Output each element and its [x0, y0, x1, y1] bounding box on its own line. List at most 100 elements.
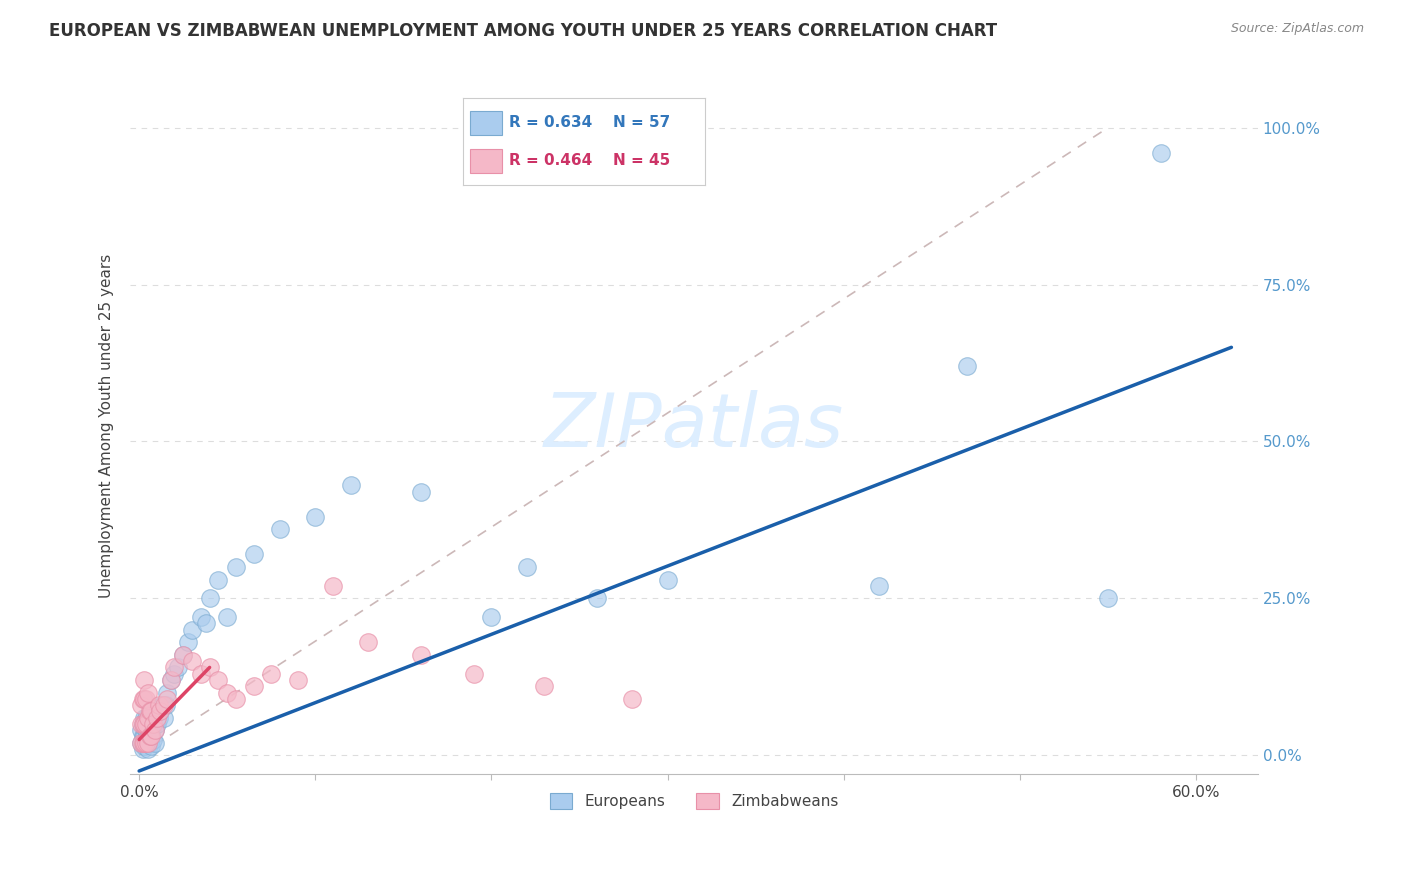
Point	[409, 484, 432, 499]
Point	[148, 698, 170, 712]
Point	[131, 730, 153, 744]
Point	[136, 685, 159, 699]
Point	[155, 698, 177, 712]
Point	[163, 660, 186, 674]
Point	[138, 723, 160, 738]
Point	[134, 711, 156, 725]
Text: ZIPatlas: ZIPatlas	[544, 390, 844, 462]
Point	[956, 359, 979, 373]
Point	[141, 714, 163, 728]
Point	[225, 691, 247, 706]
Point	[143, 723, 166, 738]
Point	[207, 573, 229, 587]
Point	[153, 711, 176, 725]
Point	[242, 548, 264, 562]
Point	[156, 691, 179, 706]
Point	[156, 685, 179, 699]
Point	[131, 736, 153, 750]
Point	[135, 736, 157, 750]
Point	[134, 720, 156, 734]
Point	[167, 660, 190, 674]
Point	[131, 742, 153, 756]
Point	[207, 673, 229, 687]
Point	[129, 736, 152, 750]
Point	[409, 648, 432, 662]
Point	[135, 691, 157, 706]
Point	[160, 673, 183, 687]
Point	[136, 717, 159, 731]
Text: EUROPEAN VS ZIMBABWEAN UNEMPLOYMENT AMONG YOUTH UNDER 25 YEARS CORRELATION CHART: EUROPEAN VS ZIMBABWEAN UNEMPLOYMENT AMON…	[49, 22, 997, 40]
Point	[134, 736, 156, 750]
Point	[129, 736, 152, 750]
Point	[135, 723, 157, 738]
Point	[129, 717, 152, 731]
Point	[138, 704, 160, 718]
Point	[136, 730, 159, 744]
Point	[339, 478, 361, 492]
Point	[1097, 591, 1119, 606]
Point	[141, 730, 163, 744]
Point	[136, 736, 159, 750]
Point	[172, 648, 194, 662]
Point	[138, 730, 160, 744]
Point	[135, 711, 157, 725]
Point	[131, 717, 153, 731]
Point	[153, 698, 176, 712]
Point	[145, 717, 167, 731]
Point	[181, 654, 204, 668]
Point	[135, 717, 157, 731]
Point	[134, 739, 156, 753]
Point	[142, 720, 165, 734]
Point	[138, 736, 160, 750]
Point	[136, 711, 159, 725]
Point	[141, 726, 163, 740]
Point	[586, 591, 609, 606]
Point	[142, 717, 165, 731]
Point	[177, 635, 200, 649]
Point	[242, 679, 264, 693]
Legend: Europeans, Zimbabweans: Europeans, Zimbabweans	[544, 787, 845, 815]
Point	[357, 635, 380, 649]
Point	[322, 579, 344, 593]
Point	[129, 698, 152, 712]
Point	[143, 723, 166, 738]
Point	[198, 591, 221, 606]
Point	[135, 736, 157, 750]
Point	[269, 522, 291, 536]
Y-axis label: Unemployment Among Youth under 25 years: Unemployment Among Youth under 25 years	[100, 253, 114, 598]
Point	[868, 579, 890, 593]
Point	[304, 509, 326, 524]
Point	[516, 560, 538, 574]
Point	[143, 736, 166, 750]
Point	[225, 560, 247, 574]
Point	[181, 623, 204, 637]
Point	[134, 673, 156, 687]
Point	[533, 679, 555, 693]
Point	[134, 730, 156, 744]
Point	[131, 717, 153, 731]
Point	[149, 704, 172, 718]
Point	[481, 610, 503, 624]
Point	[136, 742, 159, 756]
Point	[198, 660, 221, 674]
Point	[129, 723, 152, 738]
Text: Source: ZipAtlas.com: Source: ZipAtlas.com	[1230, 22, 1364, 36]
Point	[217, 685, 239, 699]
Point	[148, 711, 170, 725]
Point	[160, 673, 183, 687]
Point	[141, 739, 163, 753]
Point	[163, 666, 186, 681]
Point	[149, 704, 172, 718]
Point	[195, 616, 218, 631]
Point	[1150, 145, 1173, 160]
Point	[141, 704, 163, 718]
Point	[190, 610, 212, 624]
Point	[190, 666, 212, 681]
Point	[134, 717, 156, 731]
Point	[172, 648, 194, 662]
Point	[217, 610, 239, 624]
Point	[150, 698, 173, 712]
Point	[621, 691, 644, 706]
Point	[657, 573, 679, 587]
Point	[134, 691, 156, 706]
